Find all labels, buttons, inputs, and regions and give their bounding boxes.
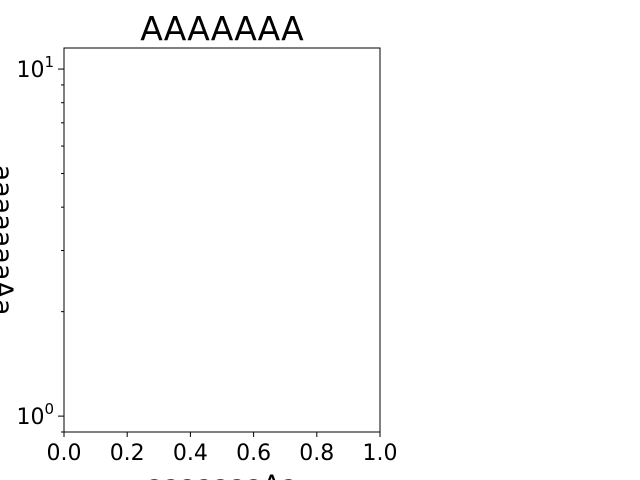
y-axis-label: aaaaaaaAa xyxy=(0,165,18,316)
x-tick-label: 1.0 xyxy=(363,441,398,466)
x-tick-label: 0.4 xyxy=(173,441,208,466)
x-tick-label: 0.8 xyxy=(299,441,334,466)
y-tick-label: 100 xyxy=(16,400,54,430)
x-axis: 0.0 0.2 0.4 0.6 0.8 1.0 xyxy=(47,432,398,466)
x-axis-label: aaaaaaaAa xyxy=(147,470,298,480)
plot-area xyxy=(63,47,381,433)
x-tick-label: 0.6 xyxy=(236,441,271,466)
y-axis: 100 101 xyxy=(16,53,64,433)
y-tick-label: 101 xyxy=(16,53,54,83)
x-tick-label: 0.0 xyxy=(47,441,82,466)
x-tick-label: 0.2 xyxy=(110,441,145,466)
plot-frame xyxy=(63,47,381,433)
chart-title: AAAAAAA xyxy=(140,9,304,48)
